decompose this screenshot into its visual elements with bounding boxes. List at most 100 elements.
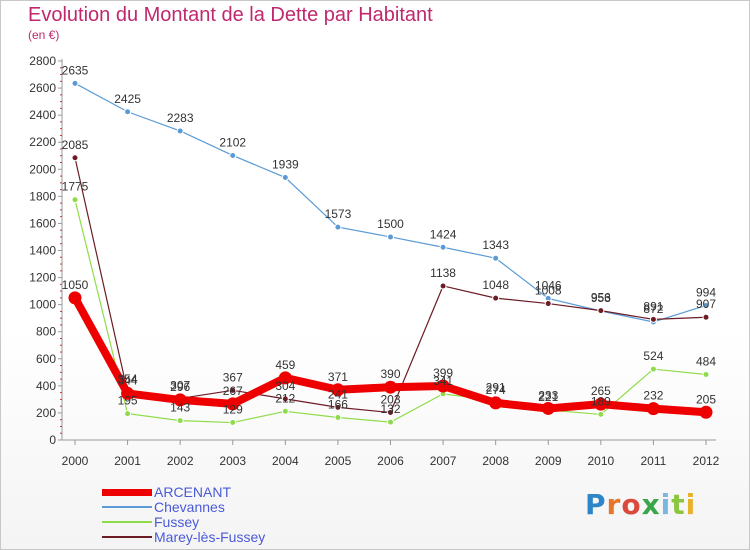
data-label-arcenant: 371 (328, 370, 348, 384)
point-fussey (649, 365, 657, 373)
axes: 0 200 400 600 800 1000 1200 1400 1600 1800 2000 220… (29, 54, 719, 468)
data-label-fussey: 291 (486, 381, 506, 395)
legend-swatch (102, 488, 152, 496)
data-label-marey-l-s-fussey: 241 (328, 387, 348, 401)
data-label-chevannes: 872 (643, 302, 663, 316)
y-tick-label: 0 (49, 433, 56, 447)
point-marey-l-s-fussey (649, 315, 657, 323)
data-label-arcenant: 344 (118, 373, 138, 387)
legend-swatch (102, 536, 152, 538)
point-arcenant (699, 405, 713, 419)
x-tick-label: 2007 (430, 454, 457, 468)
legend-label: Marey-lès-Fussey (154, 529, 266, 545)
point-fussey (597, 410, 605, 418)
logo-letter: i (660, 488, 672, 521)
data-label-arcenant: 390 (380, 367, 400, 381)
x-tick-label: 2003 (219, 454, 246, 468)
data-label-fussey: 143 (170, 401, 190, 415)
data-label-fussey: 212 (275, 391, 295, 405)
data-label-chevannes: 1046 (535, 278, 562, 292)
data-label-arcenant: 296 (170, 380, 190, 394)
logo-letter: i (685, 488, 697, 521)
x-tick-label: 2004 (272, 454, 299, 468)
point-marey-l-s-fussey (492, 294, 500, 302)
data-label-fussey: 1775 (62, 180, 89, 194)
point-fussey (176, 417, 184, 425)
data-label-marey-l-s-fussey: 2085 (62, 138, 89, 152)
logo-letter: t (671, 488, 686, 521)
y-tick-label: 600 (36, 352, 56, 366)
legend-label: ARCENANT (154, 484, 232, 500)
data-label-marey-l-s-fussey: 304 (275, 379, 295, 393)
data-label-chevannes: 994 (696, 285, 716, 299)
point-fussey (124, 410, 132, 418)
point-marey-l-s-fussey (702, 313, 710, 321)
point-marey-l-s-fussey (387, 409, 394, 417)
data-label-marey-l-s-fussey: 307 (170, 378, 190, 392)
data-label-chevannes: 1500 (377, 217, 404, 231)
point-arcenant (646, 402, 660, 416)
point-marey-l-s-fussey (281, 395, 289, 403)
data-label-fussey: 341 (433, 374, 453, 388)
logo-letter: x (641, 488, 661, 521)
data-label-marey-l-s-fussey: 1008 (535, 284, 562, 298)
point-chevannes (71, 79, 79, 87)
point-arcenant (541, 401, 555, 415)
y-tick-label: 1000 (29, 298, 56, 312)
data-label-arcenant: 1050 (62, 278, 89, 292)
point-arcenant (278, 371, 292, 385)
data-label-chevannes: 2425 (114, 92, 141, 106)
point-fussey (281, 407, 289, 415)
y-tick-label: 2400 (29, 108, 56, 122)
point-fussey (71, 196, 79, 204)
point-arcenant (173, 393, 187, 407)
point-chevannes (229, 151, 237, 159)
point-marey-l-s-fussey (439, 282, 447, 290)
legend-swatch (102, 506, 152, 508)
data-label-marey-l-s-fussey: 1138 (430, 266, 456, 280)
legend-swatch (102, 521, 152, 523)
data-label-chevannes: 1424 (430, 227, 457, 241)
x-tick-label: 2009 (535, 454, 562, 468)
x-tick-label: 2005 (325, 454, 352, 468)
data-label-marey-l-s-fussey: 1048 (482, 278, 509, 292)
point-fussey (229, 419, 237, 427)
x-tick-label: 2010 (587, 454, 614, 468)
point-arcenant (384, 380, 397, 394)
data-label-chevannes: 2635 (62, 63, 89, 77)
point-chevannes (702, 301, 710, 309)
x-tick-label: 2008 (482, 454, 509, 468)
data-label-fussey: 189 (591, 394, 611, 408)
data-label-arcenant: 267 (223, 384, 243, 398)
data-label-chevannes: 2102 (219, 135, 246, 149)
data-label-chevannes: 953 (591, 291, 611, 305)
data-label-arcenant: 233 (538, 388, 558, 402)
point-chevannes (492, 254, 500, 262)
point-marey-l-s-fussey (229, 386, 237, 394)
point-marey-l-s-fussey (597, 307, 605, 315)
data-label-arcenant: 459 (275, 358, 295, 372)
data-label-marey-l-s-fussey: 956 (591, 291, 611, 305)
point-chevannes (439, 243, 447, 251)
legend-label: Fussey (154, 514, 200, 530)
y-tick-label: 400 (36, 379, 56, 393)
logo-letter: r (606, 488, 622, 521)
y-tick-label: 200 (36, 406, 56, 420)
point-chevannes (176, 127, 184, 135)
y-tick-label: 1800 (29, 189, 56, 203)
point-arcenant (331, 383, 345, 397)
data-label-arcenant: 205 (696, 392, 716, 406)
data-label-fussey: 195 (118, 394, 138, 408)
data-label-fussey: 129 (223, 403, 243, 417)
point-marey-l-s-fussey (334, 403, 342, 411)
data-label-fussey: 132 (380, 402, 400, 416)
logo-letter: o (621, 488, 642, 521)
y-tick-label: 1600 (29, 216, 56, 230)
point-marey-l-s-fussey (544, 300, 552, 308)
point-fussey (702, 370, 710, 378)
data-label-marey-l-s-fussey: 891 (643, 299, 663, 313)
point-arcenant (68, 291, 82, 305)
data-label-arcenant: 274 (486, 383, 506, 397)
proxiti-logo: Proxiti (585, 488, 696, 521)
